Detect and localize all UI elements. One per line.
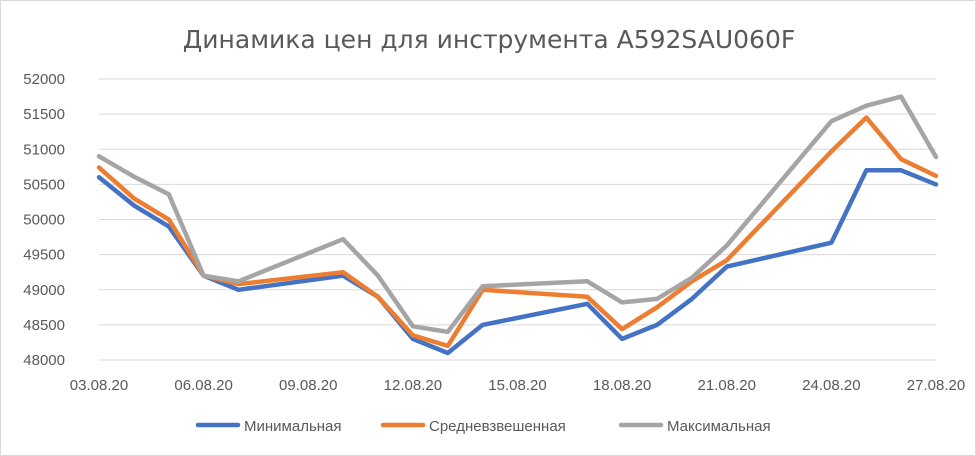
legend-label: Минимальная [244,418,342,435]
x-tick-label: 03.08.20 [70,377,128,394]
legend-label: Средневзвешенная [429,418,566,435]
x-tick-label: 09.08.20 [279,377,337,394]
chart-title: Динамика цен для инструмента A592SAU060F [183,25,796,54]
x-tick-label: 12.08.20 [384,377,442,394]
y-tick-label: 48500 [23,317,65,334]
series-line-1 [96,168,939,356]
series-line-3 [96,94,939,335]
x-tick-label: 27.08.20 [907,377,965,394]
y-tick-label: 50000 [23,212,65,229]
legend-label: Максимальная [667,418,771,435]
y-tick-label: 50500 [23,176,65,193]
x-tick-label: 18.08.20 [593,377,651,394]
y-tick-label: 52000 [23,71,65,88]
x-tick-label: 06.08.20 [174,377,232,394]
x-axis-ticks: 03.08.20 06.08.20 09.08.20 12.08.20 15.08.20… [70,377,965,394]
y-tick-label: 51500 [23,106,65,123]
y-tick-label: 49500 [23,247,65,264]
series-line-2 [96,115,939,349]
y-axis-ticks: 48000 48500 49000 49500 50000 50500 51000 51500… [23,71,65,369]
series-lines [96,94,939,356]
legend: Минимальная Средневзвешенная Максимальная [195,418,771,435]
y-tick-label: 49000 [23,282,65,299]
x-tick-label: 21.08.20 [698,377,756,394]
y-tick-label: 51000 [23,141,65,158]
x-tick-label: 15.08.20 [488,377,546,394]
x-tick-label: 24.08.20 [802,377,860,394]
y-tick-label: 48000 [23,352,65,369]
